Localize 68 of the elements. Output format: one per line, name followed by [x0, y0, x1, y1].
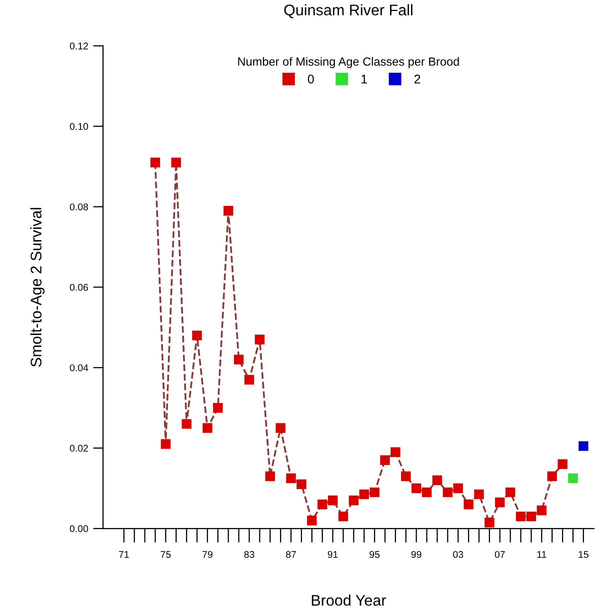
x-tick-label: 87 [286, 550, 296, 558]
point [328, 495, 338, 506]
legend-label: 1 [362, 74, 367, 84]
point [411, 483, 422, 494]
point [317, 500, 328, 510]
y-tick-label: 0.06 [70, 284, 88, 291]
point [380, 455, 390, 465]
y-tick-label: 0.08 [70, 203, 88, 210]
point [432, 475, 442, 486]
point [348, 495, 359, 506]
point [182, 419, 192, 429]
point [150, 158, 160, 168]
point [254, 334, 265, 344]
x-tick-label: 99 [411, 550, 422, 558]
point [484, 518, 494, 528]
point [464, 500, 474, 510]
point [442, 487, 453, 498]
x-tick-label: 11 [537, 551, 546, 558]
point [370, 487, 380, 498]
y-tick-label: 0.10 [70, 123, 88, 130]
x-tick-label: 07 [494, 550, 505, 558]
point [516, 512, 526, 522]
point [296, 479, 306, 490]
y-tick-label: 0.00 [70, 525, 88, 532]
point [202, 423, 212, 433]
point [526, 512, 536, 522]
x-tick-label: 83 [244, 550, 254, 558]
legend-label: 2 [414, 74, 420, 84]
chart-title: Quinsam River Fall [284, 4, 412, 18]
point [244, 374, 254, 385]
point [390, 447, 400, 457]
point [495, 498, 505, 508]
x-axis-title: Brood Year [312, 594, 386, 606]
point [401, 471, 411, 482]
point [276, 423, 286, 433]
point [265, 471, 275, 482]
y-axis-title: Smolt-to-Age 2 Survival [30, 208, 45, 367]
x-tick-label: 71 [119, 551, 129, 558]
y-tick-label: 0.04 [70, 364, 88, 372]
point [234, 354, 244, 364]
point [474, 489, 484, 500]
point [171, 158, 181, 168]
point [307, 516, 317, 526]
point [568, 473, 578, 484]
x-tick-label: 95 [370, 550, 380, 558]
x-tick-label: 03 [453, 550, 464, 558]
point [536, 506, 547, 516]
legend-title: Number of Missing Age Classes per Brood [238, 57, 459, 68]
point [422, 487, 432, 498]
x-tick-label: 75 [160, 551, 171, 558]
point [359, 489, 369, 500]
point [286, 473, 296, 484]
legend-label: 0 [308, 74, 314, 84]
point [547, 471, 557, 482]
point [223, 206, 234, 216]
y-tick-label: 0.12 [70, 42, 88, 50]
y-tick-label: 0.02 [70, 444, 88, 452]
point [160, 439, 171, 449]
point [578, 441, 588, 451]
point [558, 459, 568, 470]
point [192, 330, 202, 340]
point [505, 487, 516, 498]
x-tick-label: 91 [328, 550, 338, 558]
point [213, 402, 223, 413]
x-tick-label: 15 [578, 551, 588, 558]
point [338, 512, 348, 522]
x-tick-label: 79 [202, 550, 212, 558]
point [453, 483, 463, 494]
